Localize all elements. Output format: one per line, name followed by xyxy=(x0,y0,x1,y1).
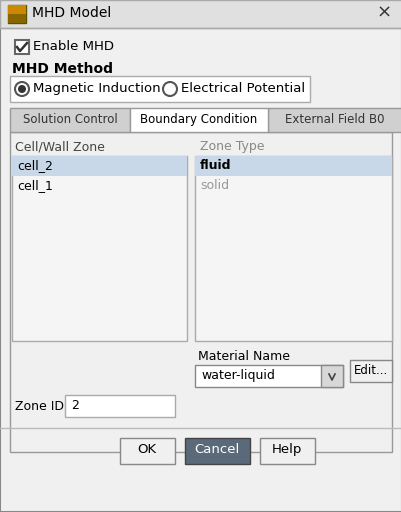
Bar xyxy=(349,360,391,382)
Text: Solution Control: Solution Control xyxy=(22,113,117,126)
Text: Edit...: Edit... xyxy=(353,364,387,377)
Bar xyxy=(65,395,174,417)
Text: Help: Help xyxy=(271,443,302,456)
Bar xyxy=(15,40,29,54)
Text: Cancel: Cancel xyxy=(194,443,239,456)
Text: Boundary Condition: Boundary Condition xyxy=(140,113,257,126)
Text: MHD Model: MHD Model xyxy=(32,6,111,20)
Text: fluid: fluid xyxy=(200,159,231,172)
Circle shape xyxy=(18,85,26,93)
Bar xyxy=(184,438,249,464)
Bar xyxy=(130,108,267,132)
Bar xyxy=(194,365,342,387)
Bar xyxy=(10,132,391,452)
Bar xyxy=(194,156,391,176)
Bar xyxy=(10,132,391,133)
Text: solid: solid xyxy=(200,179,229,192)
Bar xyxy=(120,438,174,464)
Text: ×: × xyxy=(375,4,391,22)
Text: Zone ID: Zone ID xyxy=(15,400,64,413)
Bar xyxy=(8,14,26,23)
Text: Enable MHD: Enable MHD xyxy=(33,40,114,53)
Bar xyxy=(10,108,130,132)
Text: 2: 2 xyxy=(71,399,79,412)
Bar xyxy=(267,108,401,132)
Bar xyxy=(8,5,26,23)
Bar xyxy=(259,438,314,464)
Text: water-liquid: water-liquid xyxy=(200,369,274,382)
Text: External Field B0: External Field B0 xyxy=(285,113,384,126)
Text: Material Name: Material Name xyxy=(198,350,289,363)
Text: MHD Method: MHD Method xyxy=(12,62,113,76)
Bar xyxy=(12,156,186,176)
Text: Magnetic Induction: Magnetic Induction xyxy=(33,82,160,95)
Bar xyxy=(194,156,391,341)
Text: Cell/Wall Zone: Cell/Wall Zone xyxy=(15,140,105,153)
Text: OK: OK xyxy=(137,443,156,456)
Text: cell_2: cell_2 xyxy=(17,159,53,172)
Circle shape xyxy=(15,82,29,96)
Text: Electrical Potential: Electrical Potential xyxy=(180,82,304,95)
Bar xyxy=(10,76,309,102)
Text: Zone Type: Zone Type xyxy=(200,140,264,153)
Bar xyxy=(0,0,401,28)
Bar xyxy=(320,365,342,387)
Circle shape xyxy=(162,82,176,96)
Bar xyxy=(8,5,26,14)
Text: cell_1: cell_1 xyxy=(17,179,53,192)
Bar xyxy=(12,156,186,341)
